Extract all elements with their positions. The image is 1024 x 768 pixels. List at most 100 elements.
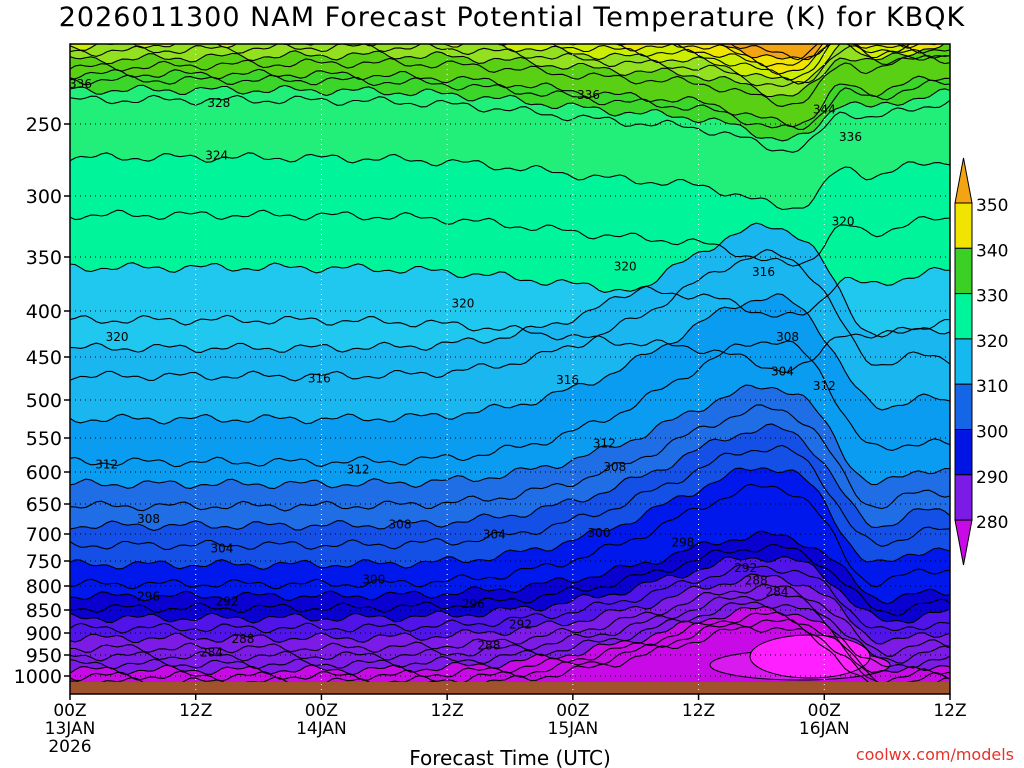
contour-label: 336	[69, 77, 92, 91]
contour-label: 308	[389, 517, 412, 531]
isentrope-334	[70, 68, 950, 128]
x-axis-title: Forecast Time (UTC)	[409, 746, 611, 768]
contour-label: 312	[593, 436, 616, 450]
contour-label: 288	[478, 638, 501, 652]
isentrope-306	[70, 423, 950, 532]
contour-label: 308	[137, 512, 160, 526]
isentrope-300	[70, 483, 950, 590]
y-tick-label: 1000	[14, 666, 62, 688]
x-tick-label: 00Z	[556, 701, 589, 721]
isentrope-344	[70, 44, 950, 81]
x-tick-label: 12Z	[682, 701, 715, 721]
y-tick-label: 650	[26, 494, 62, 516]
isentrope-296	[70, 543, 950, 617]
isentrope-322	[70, 262, 950, 318]
colorbar-label: 310	[976, 377, 1008, 397]
contour-label: 284	[200, 645, 223, 659]
isentrope-320	[70, 314, 950, 373]
isentrope-346	[568, 44, 950, 75]
contour-label: 296	[462, 597, 485, 611]
y-tick-label: 600	[26, 462, 62, 484]
isentrope-302	[70, 467, 950, 570]
x-tick-label: 12Z	[179, 701, 212, 721]
x-tick-label: 12Z	[431, 701, 464, 721]
isentrope-312	[70, 340, 950, 468]
isentrope-282	[70, 605, 950, 676]
x-tick-label: 00Z	[808, 701, 841, 721]
contour-label: 312	[347, 462, 370, 476]
site-credit: coolwx.com/models	[855, 745, 1014, 764]
y-tick-label: 750	[26, 551, 62, 573]
contour-label: 292	[509, 618, 532, 632]
isentrope-294	[70, 556, 950, 624]
x-tick-label: 00Z	[305, 701, 338, 721]
y-tick-label: 550	[26, 428, 62, 450]
isentrope-328	[70, 94, 950, 153]
colorbar-band	[954, 202, 973, 249]
isentrope-332	[70, 74, 950, 130]
y-tick-label: 500	[26, 390, 62, 412]
contour-label: 304	[483, 528, 506, 542]
y-tick-label: 950	[26, 645, 62, 667]
contour-label: 320	[451, 296, 474, 310]
contour-label: 300	[362, 573, 385, 587]
x-tick-date: 16JAN	[799, 719, 850, 739]
isentrope-318	[70, 222, 950, 353]
y-tick-label: 900	[26, 623, 62, 645]
colorbar-band	[954, 383, 973, 431]
y-tick-label: 450	[26, 347, 62, 369]
colorbar-band	[954, 338, 973, 385]
isentrope-324	[70, 209, 950, 267]
isentrope-316	[70, 249, 950, 382]
contour-label: 298	[671, 536, 694, 550]
isentrope-310	[70, 384, 950, 490]
contour-label: 284	[766, 585, 789, 599]
isentrope-350	[719, 44, 824, 61]
contour-label: 292	[734, 561, 757, 575]
colorbar-band	[954, 474, 973, 521]
colorbar-band	[954, 429, 973, 476]
isentrope-314	[70, 293, 950, 425]
isentrope-280	[70, 611, 950, 685]
y-tick-label: 850	[26, 600, 62, 622]
colorbar-band	[954, 247, 973, 295]
y-tick-label: 250	[26, 114, 62, 136]
y-tick-label: 700	[26, 524, 62, 546]
contour-label: 316	[308, 372, 331, 386]
y-tick-label: 300	[26, 186, 62, 208]
contour-fill-layer	[70, 44, 950, 694]
contour-label: 296	[137, 590, 160, 604]
contour-label: 316	[556, 373, 579, 387]
contour-label: 320	[106, 330, 129, 344]
contour-label: 308	[603, 460, 626, 474]
ground-surface	[70, 682, 950, 694]
contour-label: 312	[813, 379, 836, 393]
isentrope-338	[70, 44, 946, 98]
colorbar-label: 300	[976, 423, 1008, 443]
y-tick-label: 800	[26, 576, 62, 598]
isentrope-308	[70, 404, 950, 512]
x-tick-year: 2026	[48, 737, 91, 757]
x-tick-date: 14JAN	[296, 719, 347, 739]
contour-label: 312	[95, 458, 118, 472]
isentrope-330	[70, 84, 950, 142]
colorbar-label: 320	[976, 332, 1008, 352]
isentrope-326	[70, 152, 950, 211]
isentrope-292	[70, 564, 950, 634]
y-tick-label: 350	[26, 247, 62, 269]
contour-label: 320	[832, 215, 855, 229]
colorbar: 350 340 330 320 310 300 290 280	[954, 157, 1008, 566]
colorbar-band	[954, 293, 973, 340]
isentrope-340	[70, 44, 912, 88]
surface-cold-pool-1	[749, 634, 871, 679]
contour-label: 288	[745, 574, 768, 588]
contour-label: 304	[210, 542, 233, 556]
isentrope-336	[70, 55, 950, 107]
isentrope-298	[70, 530, 950, 605]
fill-band-274	[70, 624, 950, 694]
contour-label: 328	[207, 96, 230, 110]
isentrope-290	[70, 573, 950, 645]
contour-label: 324	[205, 149, 228, 163]
